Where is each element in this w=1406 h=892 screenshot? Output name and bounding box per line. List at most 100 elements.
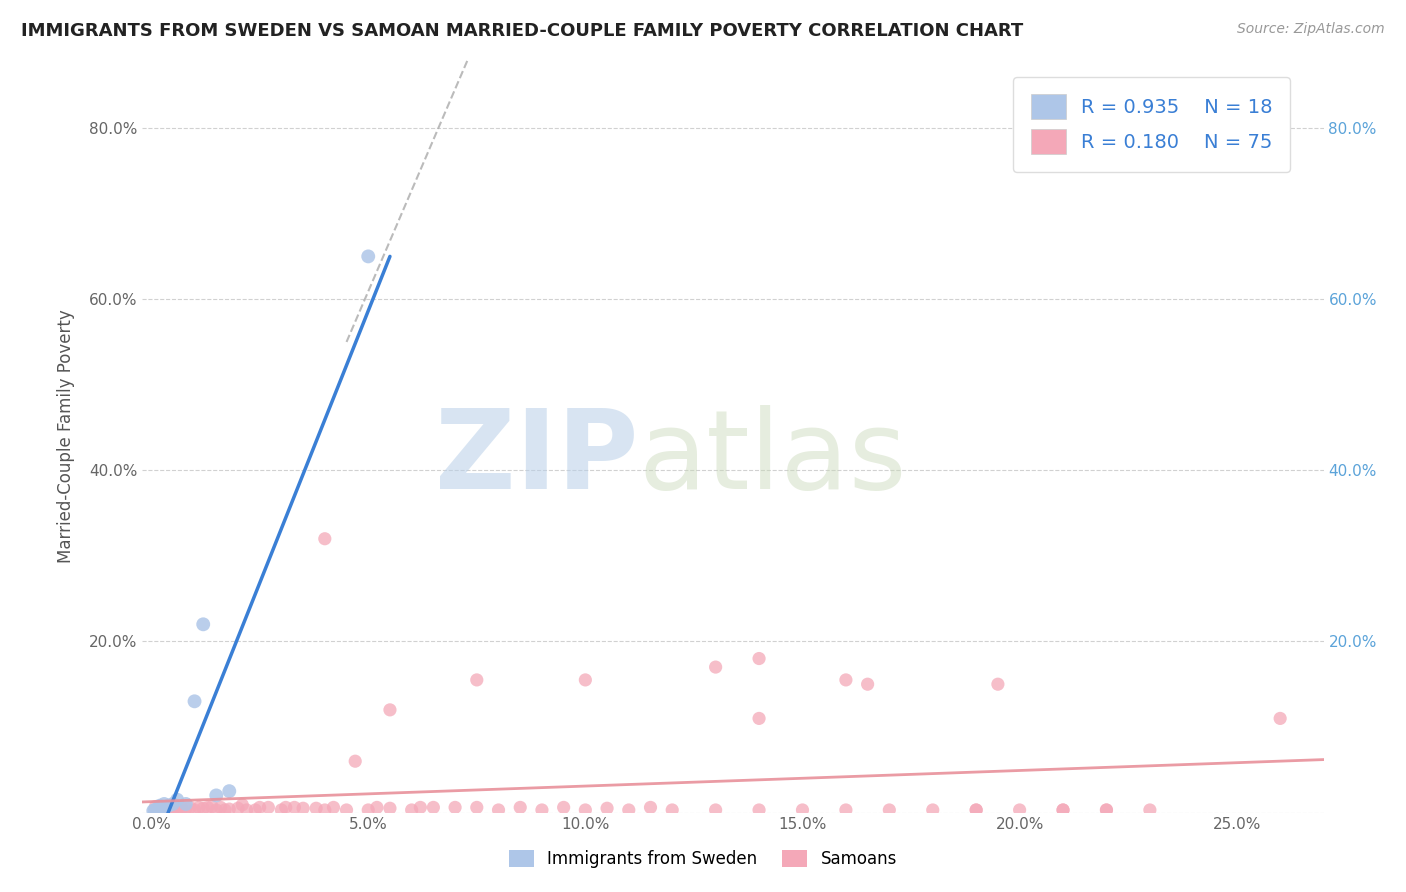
Y-axis label: Married-Couple Family Poverty: Married-Couple Family Poverty [58,310,75,563]
Point [465,673,488,687]
Point [661,803,683,817]
Point [149,798,172,813]
Point [921,803,943,817]
Point [835,673,858,687]
Point [145,799,167,814]
Point [322,800,344,814]
Point [226,801,249,815]
Point [214,803,236,817]
Point [314,532,336,546]
Point [378,801,401,815]
Point [879,803,901,817]
Point [987,677,1010,691]
Point [378,703,401,717]
Text: Source: ZipAtlas.com: Source: ZipAtlas.com [1237,22,1385,37]
Point [835,803,858,817]
Point [488,803,510,817]
Point [187,800,209,814]
Point [617,803,640,817]
Point [145,804,167,818]
Point [162,803,184,817]
Point [335,803,357,817]
Point [748,711,770,725]
Point [401,803,423,817]
Point [1139,803,1161,817]
Point [574,803,596,817]
Point [197,800,219,814]
Text: atlas: atlas [638,405,907,512]
Point [146,802,169,816]
Point [704,803,727,817]
Point [205,803,228,817]
Point [153,801,176,815]
Point [1052,803,1074,817]
Point [145,803,167,817]
Point [162,797,184,811]
Point [357,249,380,263]
Point [153,797,176,811]
Point [257,800,280,814]
Point [193,617,215,632]
Point [174,801,197,815]
Point [856,677,879,691]
Point [162,800,184,814]
Point [444,800,467,814]
Point [218,802,240,816]
Point [965,803,987,817]
Point [596,801,619,815]
Point [166,802,188,816]
Point [465,800,488,814]
Point [344,754,367,768]
Legend: Immigrants from Sweden, Samoans: Immigrants from Sweden, Samoans [502,843,904,875]
Point [274,800,297,814]
Point [305,801,328,815]
Text: ZIP: ZIP [434,405,638,512]
Point [357,803,380,817]
Point [314,803,336,817]
Point [965,803,987,817]
Point [530,803,553,817]
Point [1008,803,1031,817]
Legend: R = 0.935    N = 18, R = 0.180    N = 75: R = 0.935 N = 18, R = 0.180 N = 75 [1014,77,1291,171]
Point [1052,803,1074,817]
Point [170,803,193,817]
Point [218,784,240,798]
Point [149,800,172,814]
Point [143,803,166,817]
Point [704,660,727,674]
Point [157,802,180,816]
Point [166,793,188,807]
Point [574,673,596,687]
Point [748,803,770,817]
Point [149,803,172,817]
Point [183,803,205,817]
Point [509,800,531,814]
Point [1268,711,1291,725]
Point [366,800,388,814]
Point [157,798,180,813]
Point [748,651,770,665]
Point [249,800,271,814]
Point [409,800,432,814]
Point [205,789,228,803]
Point [270,803,292,817]
Point [183,694,205,708]
Point [640,800,662,814]
Point [235,803,257,817]
Point [792,803,814,817]
Point [145,803,167,817]
Point [142,804,165,818]
Point [1095,803,1118,817]
Point [245,803,267,817]
Point [149,801,172,815]
Point [292,801,315,815]
Point [1095,803,1118,817]
Point [201,799,224,814]
Point [209,800,232,814]
Point [422,800,444,814]
Point [231,797,253,812]
Point [553,800,575,814]
Point [153,803,176,817]
Point [153,800,176,814]
Point [283,800,305,814]
